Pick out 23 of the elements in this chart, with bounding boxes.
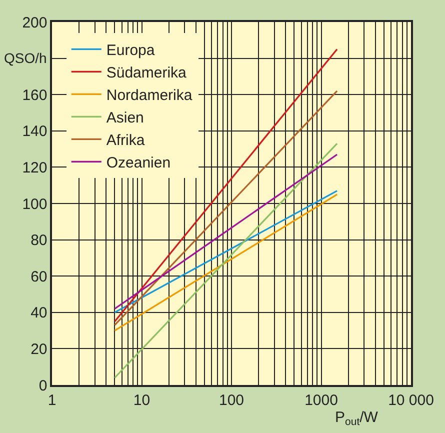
legend-label: Asien — [106, 109, 144, 126]
legend-label: Südamerika — [106, 64, 188, 82]
legend-label: Afrika — [106, 132, 146, 149]
y-tick-label: 0 — [38, 377, 48, 394]
x-tick-label: 10 — [133, 392, 150, 409]
y-tick-label: 200 — [22, 14, 48, 32]
y-tick-label: 120 — [22, 159, 48, 176]
y-tick-label: 20 — [30, 340, 48, 358]
y-tick-label: 40 — [30, 304, 48, 322]
legend-label: Ozeanien — [106, 154, 171, 172]
x-tick-label: 10 000 — [388, 392, 434, 409]
y-tick-label: 100 — [22, 196, 48, 213]
x-tick-label: 1 — [48, 392, 56, 409]
x-tick-label: 100 — [218, 392, 244, 409]
y-tick-label: 140 — [22, 123, 48, 140]
y-tick-label: 160 — [22, 86, 48, 104]
legend-label: Europa — [106, 42, 156, 59]
x-axis-title: P$_{out}$/W — [335, 409, 379, 428]
y-tick-label: 60 — [30, 268, 48, 286]
y-tick-label: 80 — [30, 232, 48, 250]
y-axis-title: QSO/h — [4, 50, 47, 66]
legend-label: Nordamerika — [106, 86, 193, 104]
x-tick-label: 1000 — [304, 392, 338, 409]
